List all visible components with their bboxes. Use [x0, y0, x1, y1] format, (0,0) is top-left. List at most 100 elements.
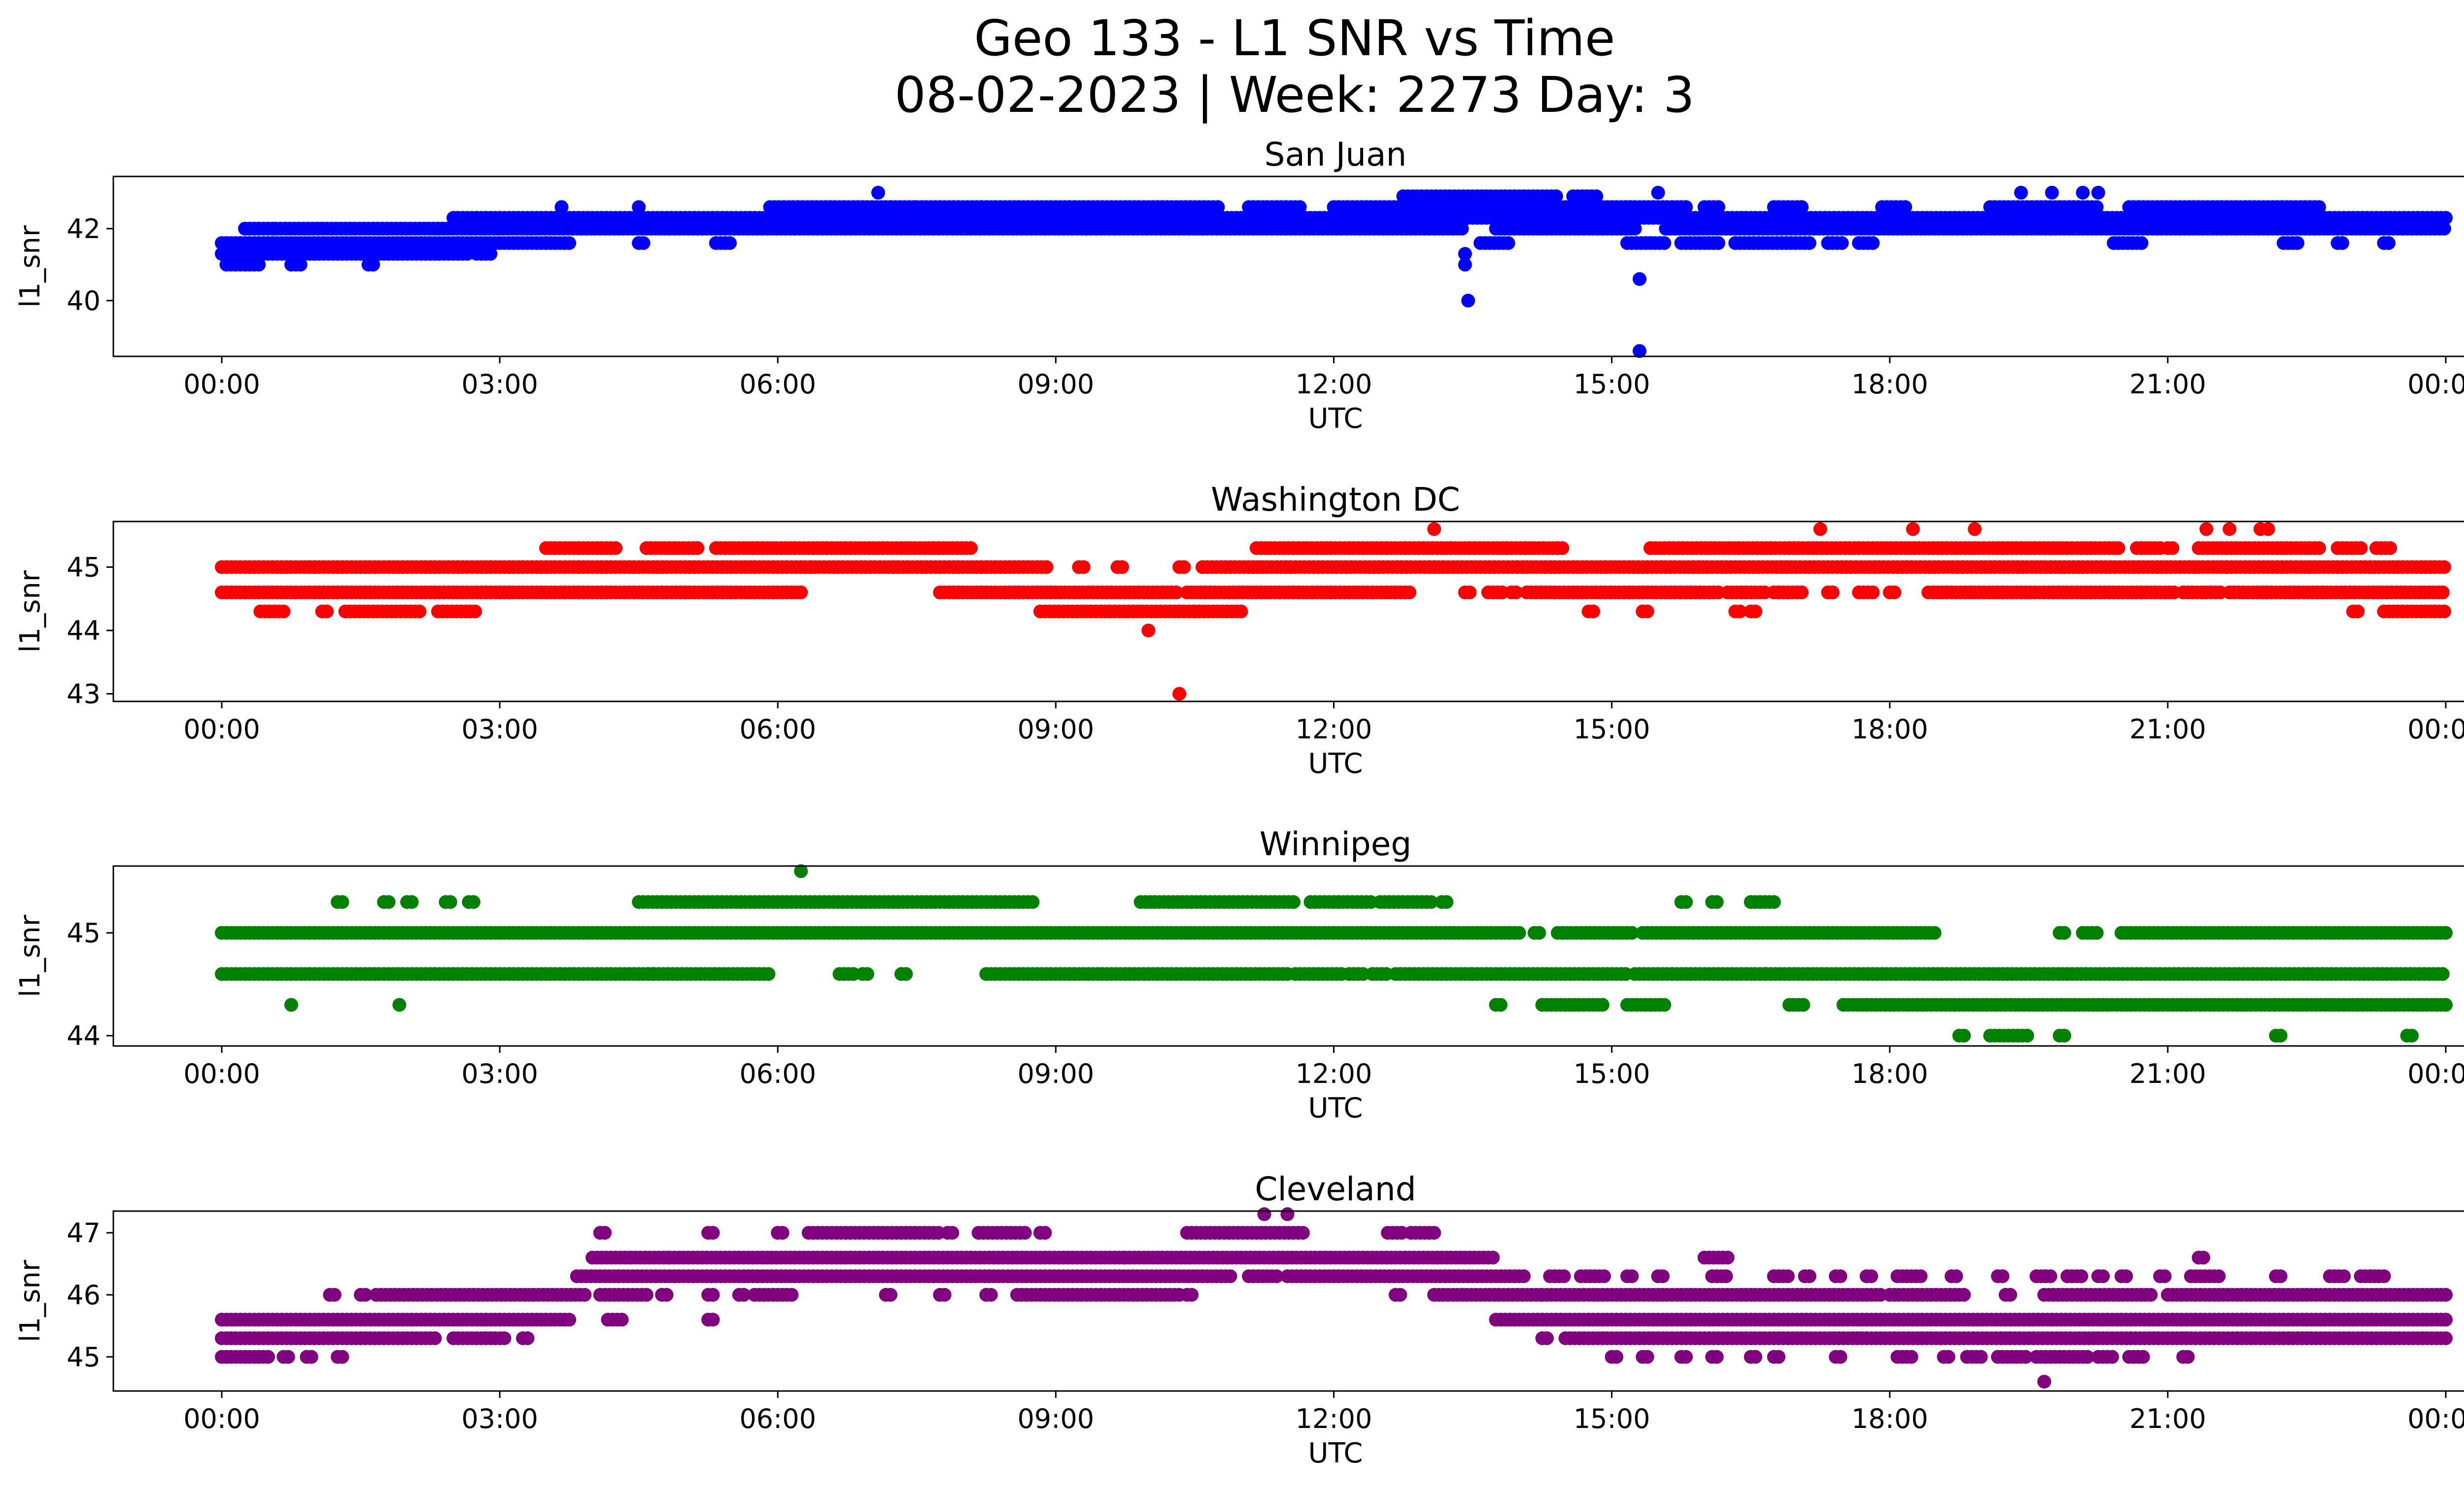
data-point	[392, 998, 407, 1012]
data-point	[2076, 185, 2090, 200]
data-point	[562, 236, 577, 250]
data-point	[2435, 967, 2450, 981]
x-tick-label: 09:00	[1018, 1058, 1095, 1089]
data-point	[1866, 236, 1880, 250]
data-point	[327, 1287, 342, 1302]
data-point	[706, 1287, 720, 1302]
x-tick-label: 21:00	[2129, 1058, 2206, 1089]
data-point	[1767, 895, 1781, 909]
data-point	[1657, 236, 1672, 250]
data-point	[2439, 998, 2453, 1012]
data-point	[964, 541, 978, 555]
data-point	[1633, 272, 1646, 286]
data-point	[2105, 1350, 2119, 1364]
x-tick-label: 21:00	[2129, 369, 2206, 400]
data-point	[335, 1350, 349, 1364]
data-point	[1835, 236, 1849, 250]
data-point	[2134, 236, 2149, 250]
data-series	[215, 1207, 2453, 1389]
data-point	[1957, 1287, 1971, 1302]
data-point	[443, 895, 457, 909]
data-point	[1974, 1350, 1988, 1364]
data-point	[1549, 189, 1563, 204]
data-point	[2439, 211, 2453, 225]
data-point	[1866, 585, 1880, 599]
data-point	[1733, 604, 1747, 619]
y-tick-label: 44	[67, 615, 101, 646]
data-point	[871, 185, 885, 200]
data-point	[1494, 998, 1507, 1012]
data-point	[1293, 200, 1307, 214]
data-point	[1115, 560, 1129, 574]
x-tick-label: 15:00	[1574, 1058, 1650, 1089]
data-point	[1141, 624, 1156, 638]
x-tick-label: 18:00	[1851, 369, 1928, 400]
data-point	[1076, 560, 1091, 574]
y-tick-label: 42	[67, 213, 101, 244]
data-point	[466, 895, 480, 909]
data-point	[1595, 998, 1609, 1012]
data-point	[609, 541, 623, 555]
data-point	[1711, 200, 1725, 214]
data-point	[1609, 1350, 1623, 1364]
data-point	[1211, 200, 1225, 214]
data-point	[2291, 236, 2305, 250]
data-point	[1640, 1350, 1654, 1364]
data-point	[366, 257, 380, 272]
data-point	[2089, 200, 2104, 214]
data-point	[2437, 221, 2451, 236]
data-point	[2181, 1350, 2195, 1364]
data-point	[520, 1331, 535, 1345]
data-point	[2273, 1029, 2288, 1043]
data-point	[1628, 221, 1642, 236]
data-point	[1906, 522, 1920, 536]
y-tick-label: 45	[67, 552, 101, 583]
data-point	[1458, 257, 1472, 272]
y-tick-label: 43	[67, 679, 101, 710]
data-point	[293, 257, 308, 272]
data-point	[428, 1331, 442, 1345]
data-point	[1796, 998, 1811, 1012]
x-tick-label: 12:00	[1296, 1058, 1372, 1089]
data-point	[468, 604, 482, 619]
data-point	[1169, 585, 1183, 599]
data-point	[1393, 1287, 1407, 1302]
data-point	[2435, 585, 2450, 599]
data-point	[1679, 200, 1693, 214]
data-point	[1640, 604, 1654, 619]
data-point	[1710, 1350, 1724, 1364]
x-tick-label: 00:00	[183, 1058, 260, 1089]
y-axis-label: l1_snr	[14, 225, 46, 308]
data-point	[785, 1287, 799, 1302]
data-point	[1287, 895, 1300, 909]
data-point	[690, 541, 705, 555]
figure-title-line-1: Geo 133 - L1 SNR vs Time	[974, 9, 1615, 67]
data-point	[2057, 1029, 2071, 1043]
data-point	[1540, 1331, 1554, 1345]
x-tick-label: 03:00	[461, 1058, 538, 1089]
data-point	[2439, 1313, 2453, 1327]
data-point	[639, 1287, 653, 1302]
data-point	[320, 604, 334, 619]
data-point	[2089, 926, 2104, 940]
data-point	[1172, 687, 1187, 701]
data-point	[2091, 185, 2105, 200]
data-point	[1802, 236, 1816, 250]
x-tick-label: 09:00	[1018, 369, 1095, 400]
data-point	[1711, 236, 1725, 250]
data-point	[615, 1313, 629, 1327]
x-tick-label: 03:00	[461, 369, 538, 400]
data-point	[1633, 344, 1646, 358]
data-point	[2003, 1287, 2018, 1302]
data-point	[1927, 926, 1942, 940]
data-point	[1555, 541, 1570, 555]
data-point	[1941, 1350, 1955, 1364]
x-tick-label: 18:00	[1851, 1058, 1928, 1089]
subplot-title: Cleveland	[1255, 1170, 1416, 1208]
data-point	[2439, 1331, 2453, 1345]
data-point	[1795, 200, 1809, 214]
